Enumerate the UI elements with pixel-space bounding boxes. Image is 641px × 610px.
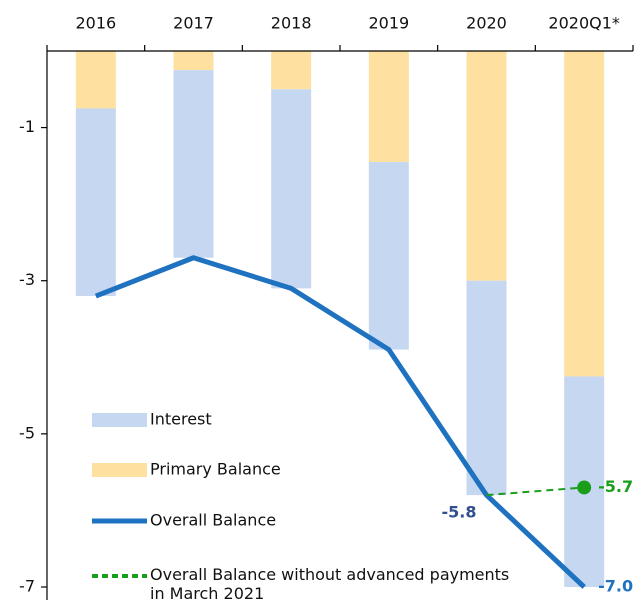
bar: [173, 70, 214, 258]
bar: [173, 51, 214, 71]
dashed-line: [486, 486, 585, 497]
data-label: -5.7: [598, 477, 633, 496]
bar: [271, 89, 312, 289]
legend-label: Overall Balance without advanced payment…: [150, 565, 510, 603]
bar: [271, 51, 312, 90]
y-tick-label: -5: [19, 423, 35, 442]
bar: [368, 51, 409, 163]
data-label: -7.0: [598, 577, 633, 596]
legend-label-box: Overall Balance without advanced payment…: [150, 565, 510, 603]
bar: [75, 51, 116, 109]
x-tick-label: 2020: [466, 14, 507, 33]
bar: [368, 162, 409, 350]
legend-label: Interest: [150, 410, 212, 429]
x-tick-label: 2017: [173, 14, 214, 33]
bar: [564, 51, 605, 377]
y-tick-label: -7: [19, 577, 35, 596]
data-label: -5.8: [442, 503, 477, 522]
x-tick-label: 2019: [368, 14, 409, 33]
y-tick-label: -3: [19, 270, 35, 289]
legend-swatch: [92, 463, 147, 477]
legend-label: Primary Balance: [150, 460, 281, 479]
legend-swatch: [92, 413, 147, 427]
x-tick-label: 2018: [271, 14, 312, 33]
legend-label: Overall Balance: [150, 511, 276, 530]
x-tick-label: 2016: [75, 14, 116, 33]
bar: [466, 51, 507, 281]
bar: [75, 108, 116, 297]
marker: [577, 480, 592, 495]
y-tick-label: -1: [19, 117, 35, 136]
x-tick-label: 2020Q1*: [548, 14, 620, 33]
bar: [466, 280, 507, 496]
line: [94, 255, 586, 589]
